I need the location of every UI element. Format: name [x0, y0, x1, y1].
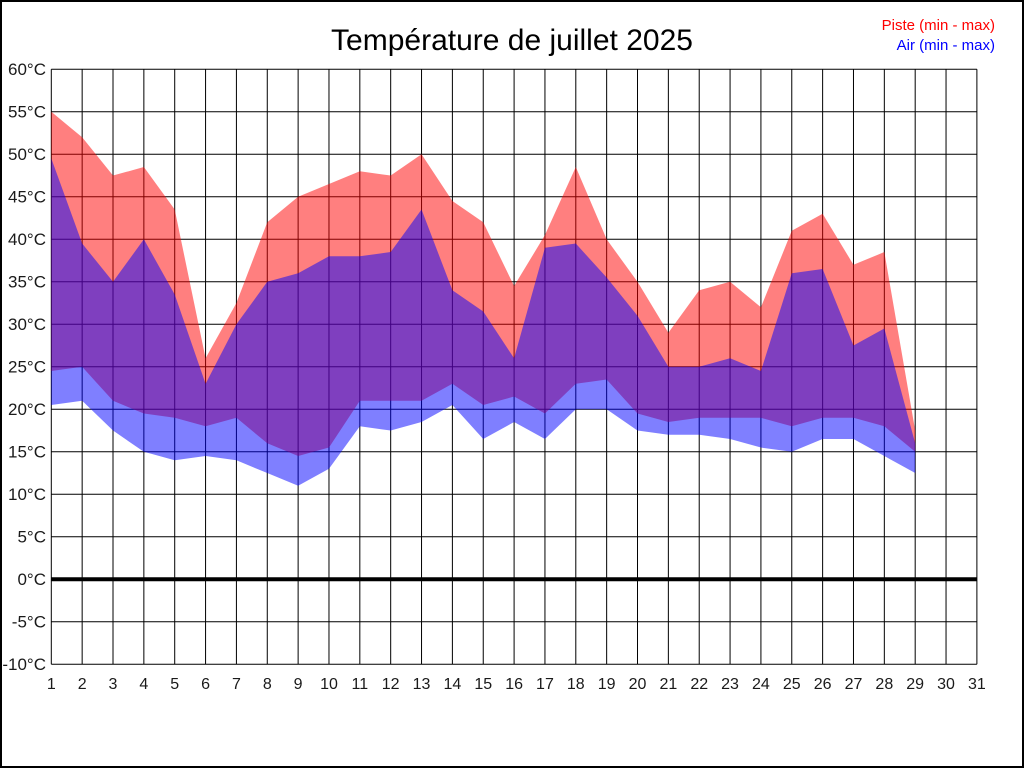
y-tick-label: 0°C — [17, 570, 46, 589]
y-tick-label: 5°C — [17, 527, 46, 546]
y-tick-label: 60°C — [8, 60, 46, 79]
x-tick-label: 2 — [78, 676, 87, 693]
x-tick-label: 4 — [139, 676, 148, 693]
x-tick-label: 17 — [536, 676, 554, 693]
y-tick-label: 45°C — [8, 187, 46, 206]
y-tick-label: -10°C — [2, 655, 46, 674]
y-tick-label: 30°C — [8, 315, 46, 334]
x-tick-label: 20 — [629, 676, 647, 693]
x-tick-label: 1 — [47, 676, 56, 693]
x-tick-label: 8 — [263, 676, 272, 693]
x-tick-label: 7 — [232, 676, 241, 693]
x-tick-label: 11 — [352, 676, 369, 693]
x-tick-label: 24 — [752, 676, 770, 693]
x-tick-label: 6 — [201, 676, 210, 693]
x-tick-label: 27 — [845, 676, 863, 693]
x-tick-label: 15 — [474, 676, 492, 693]
x-tick-label: 30 — [937, 676, 955, 693]
y-tick-label: 50°C — [8, 145, 46, 164]
x-tick-label: 26 — [814, 676, 832, 693]
x-tick-label: 28 — [875, 676, 893, 693]
chart-title: Température de juillet 2025 — [331, 24, 693, 57]
y-tick-label: 15°C — [8, 442, 46, 461]
y-tick-label: 25°C — [8, 357, 46, 376]
x-tick-label: 9 — [294, 676, 303, 693]
y-tick-label: 55°C — [8, 102, 46, 121]
x-tick-label: 18 — [567, 676, 585, 693]
x-tick-label: 16 — [505, 676, 523, 693]
x-tick-label: 13 — [413, 676, 431, 693]
x-tick-label: 14 — [443, 676, 461, 693]
x-tick-label: 22 — [690, 676, 708, 693]
legend: Piste (min - max) Air (min - max) — [882, 16, 995, 56]
y-tick-label: -5°C — [12, 612, 46, 631]
x-tick-label: 19 — [598, 676, 616, 693]
x-tick-label: 31 — [968, 676, 986, 693]
y-tick-label: 40°C — [8, 230, 46, 249]
legend-item-air: Air (min - max) — [896, 37, 995, 54]
x-tick-label: 10 — [320, 676, 338, 693]
y-tick-label: 20°C — [8, 400, 46, 419]
x-tick-label: 25 — [783, 676, 801, 693]
x-tick-label: 5 — [170, 676, 179, 693]
x-tick-label: 23 — [721, 676, 739, 693]
x-tick-label: 12 — [382, 676, 400, 693]
x-tick-label: 29 — [906, 676, 924, 693]
y-tick-label: 10°C — [8, 485, 46, 504]
x-tick-label: 3 — [109, 676, 118, 693]
x-tick-label: 21 — [659, 676, 677, 693]
legend-item-piste: Piste (min - max) — [881, 17, 995, 34]
y-tick-label: 35°C — [8, 272, 46, 291]
air-band — [51, 158, 916, 486]
